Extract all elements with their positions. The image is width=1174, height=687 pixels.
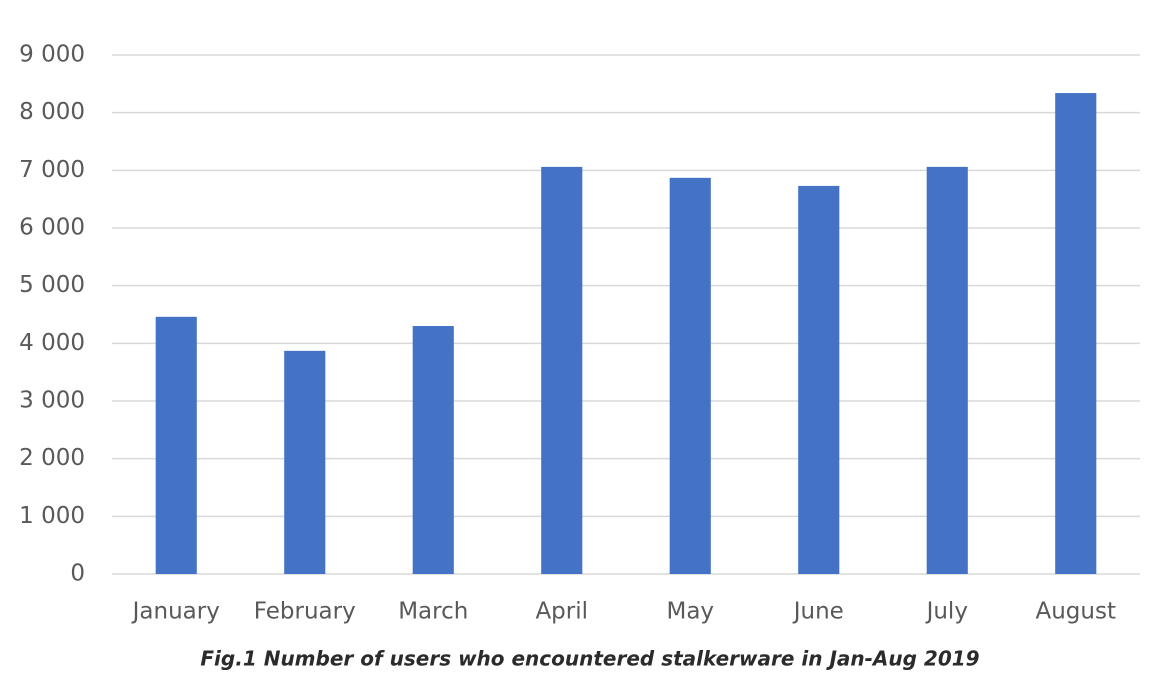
bar — [155, 316, 197, 574]
x-tick-label: July — [925, 599, 968, 625]
y-tick-label: 9 000 — [19, 42, 85, 68]
bar — [798, 185, 840, 575]
y-tick-label: 0 — [70, 561, 85, 587]
x-tick-label: January — [131, 599, 220, 625]
bar — [926, 166, 968, 574]
x-tick-label: June — [792, 599, 844, 625]
bar — [412, 326, 454, 574]
y-tick-label: 8 000 — [19, 99, 85, 125]
chart-caption: Fig.1 Number of users who encountered st… — [200, 647, 979, 671]
x-tick-label: April — [535, 599, 588, 625]
x-tick-label: August — [1036, 599, 1117, 625]
y-tick-label: 4 000 — [19, 330, 85, 356]
bar — [541, 166, 583, 574]
y-tick-label: 5 000 — [19, 272, 85, 298]
y-tick-label: 6 000 — [19, 215, 85, 241]
y-tick-label: 2 000 — [19, 445, 85, 471]
y-tick-label: 1 000 — [19, 503, 85, 529]
x-tick-label: March — [398, 599, 468, 625]
x-tick-label: February — [254, 599, 356, 625]
y-tick-label: 7 000 — [19, 157, 85, 183]
y-tick-label: 3 000 — [19, 388, 85, 414]
bar — [669, 177, 711, 574]
bar — [284, 350, 326, 574]
x-tick-label: May — [666, 599, 714, 625]
bar — [1055, 93, 1097, 574]
